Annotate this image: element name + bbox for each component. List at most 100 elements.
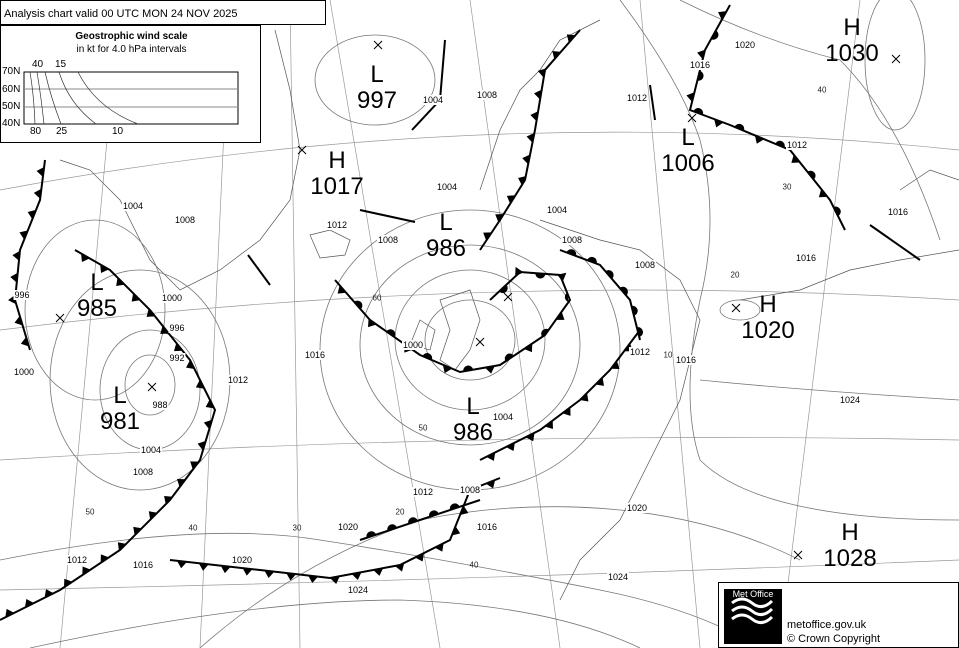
trough-line [247, 254, 271, 286]
centre-type: L [439, 209, 453, 236]
cold-front-triangle [242, 568, 253, 576]
lat-label: 70N [2, 66, 21, 77]
isobar-label: 1020 [336, 522, 360, 532]
lat-label: 50N [2, 101, 21, 112]
cold-front-triangle [220, 565, 231, 574]
cold-front-triangle [177, 478, 186, 488]
isobar-label: 1024 [346, 585, 370, 595]
speed-label: 25 [56, 126, 68, 137]
cold-front-triangle [562, 407, 571, 416]
warm-front-semicircle [428, 510, 439, 517]
isobar-label: 1012 [785, 140, 809, 150]
isobar-label: 1008 [633, 260, 657, 270]
cold-front-triangle [133, 526, 142, 536]
cold-front-triangle [718, 11, 727, 20]
centre-pressure: 997 [356, 87, 398, 114]
cold-front-triangle [173, 342, 183, 352]
warm-front-semicircle [833, 206, 841, 217]
cold-front-triangle [27, 209, 37, 220]
cold-front-triangle [117, 542, 127, 551]
cold-front-triangle [484, 365, 495, 374]
isobar-label: 1012 [325, 220, 349, 230]
centre-pressure: 1017 [310, 173, 364, 200]
centre-type: L [90, 269, 104, 296]
isobar-label: 1004 [491, 412, 515, 422]
warm-front-semicircle [463, 365, 474, 372]
speed-label: 40 [32, 59, 44, 70]
cold-front-triangle [394, 562, 405, 572]
cold-front-triangle [12, 250, 20, 261]
cold-front-triangle [19, 230, 28, 240]
cold-front-triangle [195, 379, 205, 389]
centre-x-marker [503, 292, 513, 302]
isobar-label: 1012 [226, 375, 250, 385]
cold-front-triangle [566, 34, 576, 43]
isobar-label: 996 [13, 290, 31, 300]
centre-type: L [466, 393, 480, 420]
cold-front-triangle [525, 432, 535, 442]
centre-markers [55, 40, 901, 560]
cold-front-triangle [686, 92, 695, 102]
isobar-label: 1004 [121, 201, 145, 211]
cold-front-triangle [373, 568, 384, 576]
centre-pressure: 1006 [661, 150, 715, 177]
pressure-centre-high: H 1030 [812, 15, 892, 67]
isobar-label: 1004 [421, 95, 445, 105]
warm-front-semicircle [807, 170, 816, 180]
warm-front-semicircle [734, 123, 745, 131]
centre-x-marker [687, 113, 697, 123]
centre-x-marker [793, 550, 803, 560]
warm-front-semicircle [422, 353, 433, 361]
centre-pressure: 1028 [823, 545, 877, 572]
centre-pressure: 986 [452, 419, 494, 446]
cold-front-triangle [205, 399, 215, 409]
cold-front-triangle [197, 440, 206, 451]
centre-x-marker [731, 303, 741, 313]
site-link[interactable]: metoffice.gov.uk [787, 619, 867, 631]
isobar-label: 1008 [376, 235, 400, 245]
centre-x-marker [55, 313, 65, 323]
cold-front-triangle [264, 570, 275, 579]
pressure-centre-high: H 1020 [728, 292, 808, 344]
cold-front-triangle [552, 50, 561, 60]
cold-front-triangle [697, 49, 706, 60]
geostrophic-wind-scale: Geostrophic wind scale in kt for 4.0 hPa… [0, 25, 261, 143]
cold-front-triangle [131, 293, 141, 302]
cold-front-triangle [286, 573, 297, 581]
isobar-label: 1020 [230, 555, 254, 565]
pressure-centre-low: L 985 [57, 270, 137, 322]
cold-front-triangle [515, 266, 524, 277]
isobar-label: 1016 [688, 60, 712, 70]
waves-icon [731, 597, 774, 624]
cold-front-triangle [506, 195, 516, 204]
centre-type: H [843, 14, 861, 41]
centre-type: H [759, 291, 777, 318]
cold-front-triangle [610, 360, 620, 370]
centre-type: H [841, 519, 859, 546]
centre-pressure: 981 [99, 408, 141, 435]
wind-scale-graph [23, 71, 239, 125]
cold-front-triangle [337, 285, 347, 294]
cold-front-triangle [555, 311, 565, 320]
warm-front-semicircle [387, 524, 397, 531]
isobar-label: 1008 [173, 215, 197, 225]
centre-x-marker [297, 145, 307, 155]
warm-front-semicircle [408, 517, 418, 524]
trough-line [359, 209, 416, 223]
cold-front-triangle [146, 308, 156, 317]
cold-front-triangle [368, 318, 377, 328]
cold-front-triangle [24, 599, 34, 608]
cold-front-triangle [82, 566, 91, 576]
pressure-centre-low: L 1006 [648, 125, 728, 177]
warm-front-semicircle [587, 256, 597, 264]
cold-front-triangle [818, 189, 828, 198]
warm-front-semicircle [535, 273, 546, 279]
cold-front-triangle [176, 560, 187, 569]
cold-front-triangle [100, 554, 109, 563]
cold-front [169, 477, 501, 580]
logo-text: Met Office [732, 589, 774, 599]
warm-front-semicircle [631, 305, 638, 316]
isobar-label: 1016 [886, 207, 910, 217]
coastlines [59, 19, 959, 601]
